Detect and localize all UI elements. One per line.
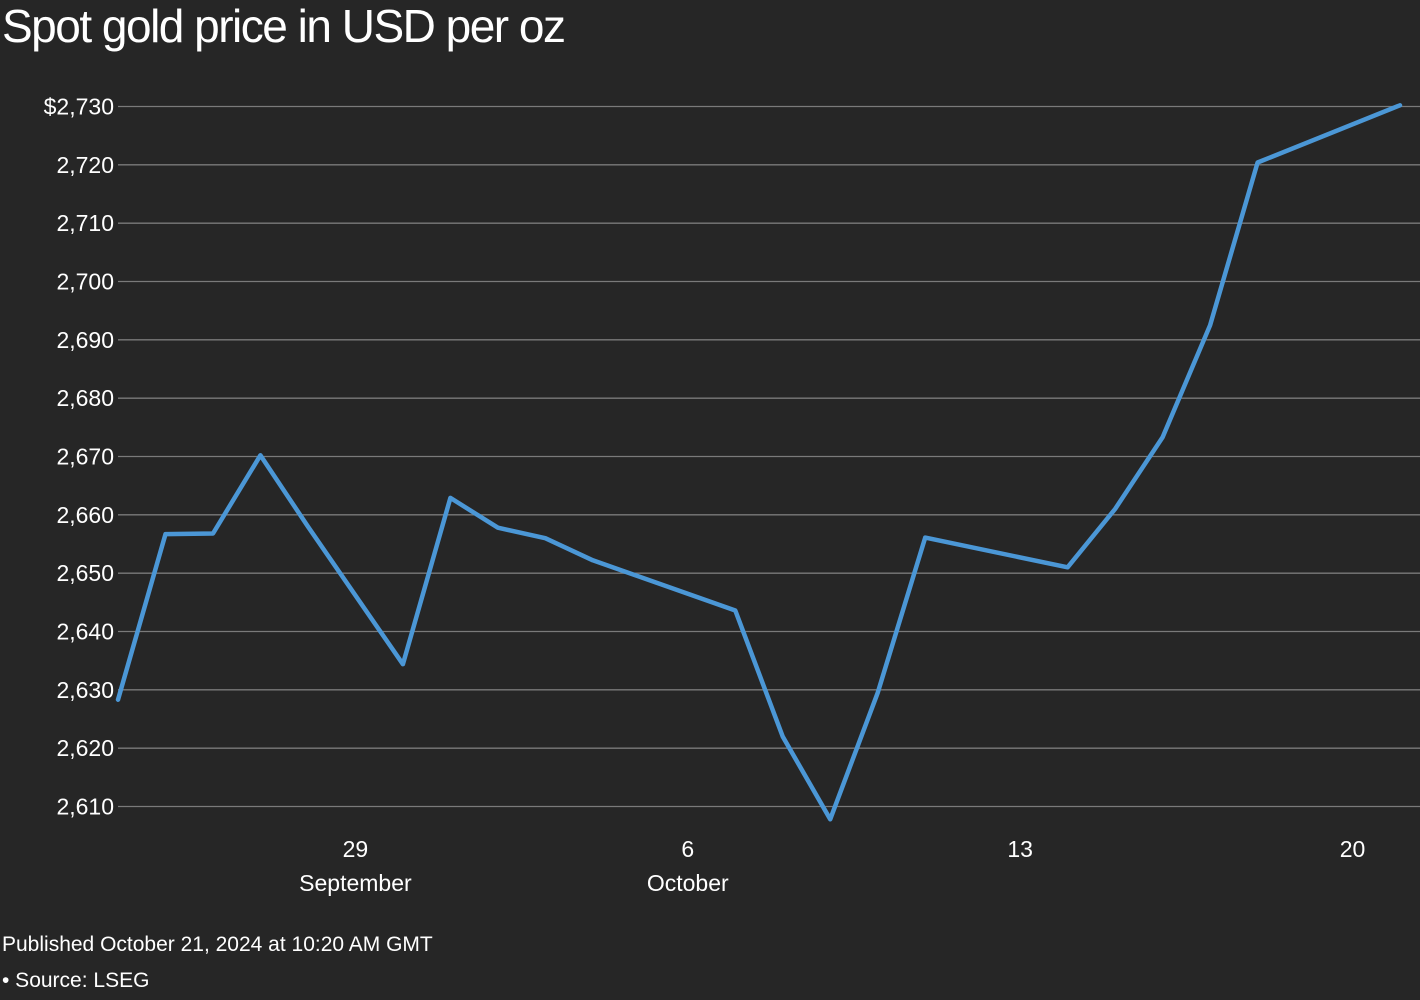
published-timestamp: Published October 21, 2024 at 10:20 AM G… (2, 933, 433, 956)
gridlines (118, 105, 1420, 808)
x-tick-label: 6 (681, 836, 694, 862)
y-tick-label: 2,710 (56, 210, 114, 236)
source-credit: • Source: LSEG (2, 969, 150, 992)
y-tick-label: 2,650 (56, 560, 114, 586)
y-tick-label: 2,610 (56, 794, 114, 820)
y-axis-tick-labels: $2,730 2,720 2,710 2,700 2,690 2,680 2,670 2,66… (44, 94, 114, 820)
x-tick-label: 20 (1340, 836, 1366, 862)
y-tick-label: $2,730 (44, 94, 114, 120)
x-tick-month-label: October (647, 870, 729, 896)
y-tick-label: 2,720 (56, 152, 114, 178)
x-tick-label: 29 (343, 836, 369, 862)
y-tick-label: 2,700 (56, 269, 114, 295)
y-tick-label: 2,670 (56, 444, 114, 470)
data-points (117, 105, 1401, 820)
series-line (115, 103, 1403, 822)
y-tick-label: 2,640 (56, 619, 114, 645)
chart-title: Spot gold price in USD per oz (2, 0, 566, 52)
x-tick-label: 13 (1007, 836, 1033, 862)
x-axis-tick-labels: 29 September 6 October 13 20 (299, 836, 1365, 896)
y-tick-label: 2,630 (56, 677, 114, 703)
y-tick-label: 2,620 (56, 735, 114, 761)
y-tick-label: 2,680 (56, 385, 114, 411)
y-tick-label: 2,660 (56, 502, 114, 528)
y-tick-label: 2,690 (56, 327, 114, 353)
x-tick-month-label: September (299, 870, 412, 896)
